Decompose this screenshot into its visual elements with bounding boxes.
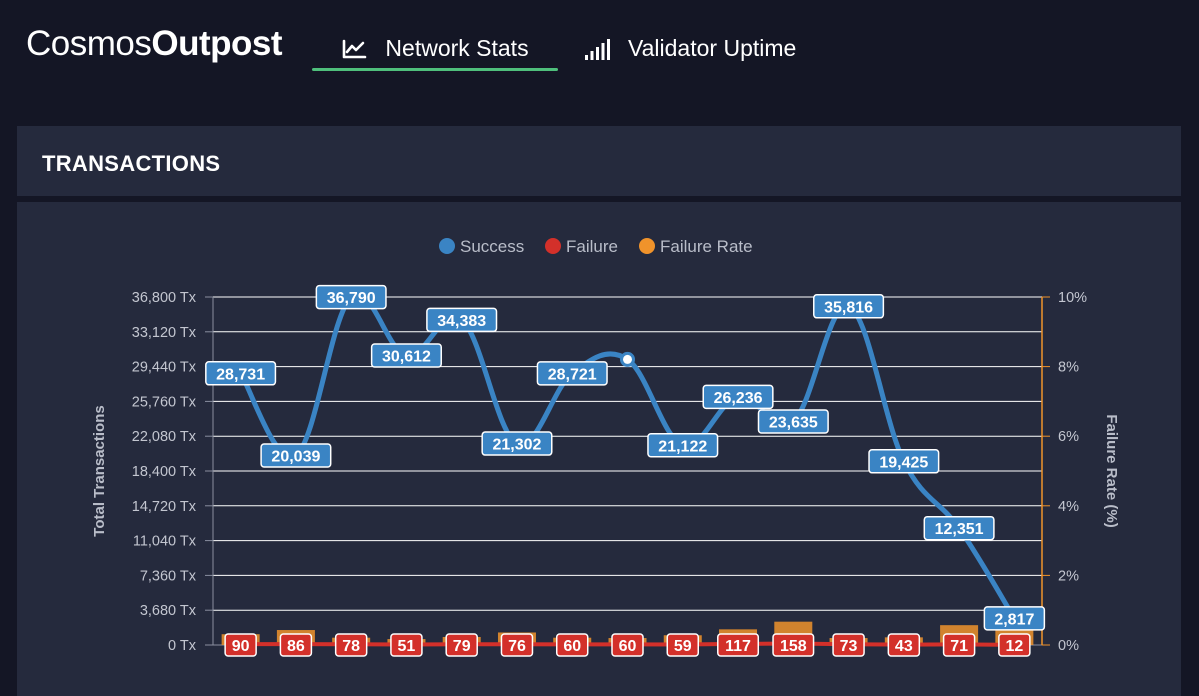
success-data-label-box-13 [923,515,995,541]
active-tab-indicator [312,68,558,71]
tab-network-stats-label: Network Stats [385,34,529,61]
success-data-label-6: 28,721 [548,366,597,383]
success-data-label-12: 19,425 [879,454,928,471]
failure-data-label-14: 12 [1005,638,1023,655]
success-data-label-10: 23,635 [769,414,818,431]
success-data-label-1: 20,039 [271,449,320,466]
success-data-label-box-3 [370,343,442,368]
y2-axis-title: Failure Rate (%) [1103,414,1120,527]
success-point-hover-7 [620,351,635,367]
success-data-label-box-2 [315,284,387,310]
failure-data-label-12: 43 [895,638,913,655]
failure-data-label-1: 86 [287,638,305,655]
success-data-label-5: 21,302 [492,437,541,454]
legend-label-2: Failure Rate [660,237,753,256]
failure-data-label-13: 71 [950,638,968,655]
y-tick-label-7: 25,760 Tx [132,394,197,410]
signal-bars-icon [584,38,610,60]
brand-bold-text: Outpost [151,24,283,63]
failure-data-label-10: 158 [780,638,807,655]
transactions-chart-panel: Success Failure Failure Rate 0 Tx 3,680 Tx 7,… [17,202,1181,696]
failure-data-label-box-6 [555,633,589,657]
success-data-label-box-11 [813,294,885,319]
y2-tick-label-3: 6% [1058,429,1079,445]
failure-data-label-6: 60 [563,638,581,655]
legend-label-1: Failure [566,237,618,256]
success-data-label-box-5 [481,431,553,456]
line-chart-icon [341,38,367,59]
legend-marker-1 [545,238,561,254]
success-data-label-2: 36,790 [327,290,376,307]
failure-data-label-11: 73 [840,638,858,655]
success-data-label-3: 30,612 [382,349,431,366]
failure-data-label-box-3 [390,633,423,657]
success-data-label-box-1 [260,443,332,468]
y-tick-label-6: 22,080 Tx [132,429,197,445]
success-data-label-box-6 [536,361,608,386]
success-data-label-box-12 [868,449,940,474]
y2-tick-label-0: 0% [1058,638,1079,654]
legend-marker-0 [439,238,455,254]
tab-validator-uptime[interactable]: Validator Uptime [584,28,796,68]
failure-data-label-box-11 [832,633,865,657]
failure-data-label-8: 59 [674,638,692,655]
y-tick-label-8: 29,440 Tx [132,360,197,376]
failure-data-label-9: 117 [725,638,751,655]
tab-network-stats[interactable]: Network Stats [312,28,558,68]
failure-data-label-box-10 [772,633,815,657]
top-navigation-bar: CosmosOutpost Network Stats Validator Up… [0,0,1199,100]
success-data-label-14: 2,817 [994,611,1034,628]
success-data-label-8: 21,122 [658,438,707,455]
y-tick-label-5: 18,400 Tx [132,464,197,480]
y-tick-label-10: 36,800 Tx [132,290,197,306]
y-tick-label-1: 3,680 Tx [140,603,197,619]
y2-tick-label-2: 4% [1058,499,1079,515]
failure-data-label-box-8 [666,633,700,657]
y-tick-label-2: 7,360 Tx [140,568,197,584]
failure-data-label-5: 76 [508,638,526,655]
success-data-label-box-4 [426,307,498,333]
success-data-label-box-14 [983,606,1046,631]
success-data-label-4: 34,383 [437,313,486,330]
failure-data-label-4: 79 [453,638,471,655]
failure-data-label-box-2 [334,633,368,657]
y-tick-label-0: 0 Tx [168,638,197,654]
failure-data-label-box-0 [224,633,257,657]
y-tick-label-9: 33,120 Tx [132,325,197,341]
success-data-label-9: 26,236 [714,390,763,407]
y-axis-title: Total Transactions [91,405,108,536]
failure-data-label-box-12 [887,633,921,657]
y-tick-label-4: 14,720 Tx [132,499,197,515]
brand-logo[interactable]: CosmosOutpost [26,24,283,64]
y2-tick-label-4: 8% [1058,360,1079,376]
panel-title: TRANSACTIONS [42,151,221,176]
failure-data-label-box-14 [998,633,1031,657]
success-data-label-11: 35,816 [824,299,873,316]
success-data-label-0: 28,731 [216,366,265,383]
brand-light-text: Cosmos [26,24,152,63]
failure-data-label-3: 51 [398,638,416,655]
tab-validator-uptime-label: Validator Uptime [628,34,797,61]
failure-data-label-7: 60 [619,638,637,655]
failure-data-label-0: 90 [232,638,250,655]
legend-marker-2 [639,238,655,254]
success-data-label-box-8 [647,433,719,458]
success-data-label-box-10 [757,409,829,434]
failure-data-label-box-4 [445,633,478,657]
failure-data-label-box-7 [611,633,644,657]
success-data-label-13: 12,351 [935,521,984,538]
transactions-chart: Success Failure Failure Rate 0 Tx 3,680 Tx 7,… [91,237,1120,657]
failure-data-label-box-1 [279,633,313,657]
failure-data-label-box-5 [500,633,534,657]
transactions-panel-header: TRANSACTIONS [17,126,1181,196]
failure-data-label-2: 78 [342,638,360,655]
y2-tick-label-1: 2% [1058,568,1079,584]
y2-tick-label-5: 10% [1058,290,1087,306]
success-data-label-box-9 [702,384,774,410]
legend-label-0: Success [460,237,524,256]
failure-data-label-box-9 [717,633,760,657]
y-tick-label-3: 11,040 Tx [133,534,197,550]
success-data-label-box-0 [205,361,277,386]
failure-data-label-box-13 [942,633,976,657]
